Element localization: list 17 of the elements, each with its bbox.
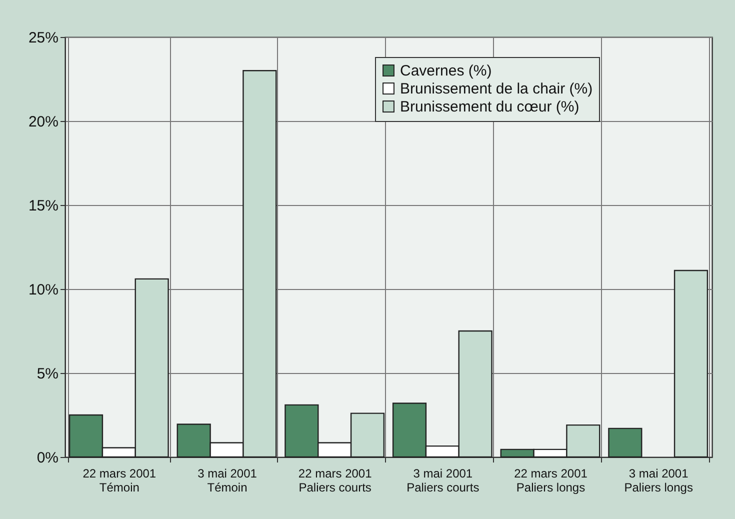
x-tick-label: 22 mars 2001 Témoin bbox=[82, 466, 156, 494]
x-tick-label: 22 mars 2001 Paliers courts bbox=[298, 466, 372, 494]
legend-label: Brunissement du cœur (%) bbox=[400, 98, 580, 116]
y-tick-label: 25% bbox=[28, 30, 58, 46]
bar bbox=[674, 270, 708, 458]
y-tick-label: 20% bbox=[28, 114, 58, 130]
y-tick-label: 10% bbox=[28, 282, 58, 298]
x-tick-label: 3 mai 2001 Témoin bbox=[198, 466, 258, 494]
y-tick-label: 0% bbox=[36, 450, 58, 466]
x-tick-label: 3 mai 2001 Paliers longs bbox=[624, 466, 693, 494]
x-tick-label: 22 mars 2001 Paliers longs bbox=[514, 466, 588, 494]
legend-label: Cavernes (%) bbox=[400, 62, 492, 80]
x-tick-label: 3 mai 2001 Paliers courts bbox=[406, 466, 480, 494]
y-tick-label: 15% bbox=[28, 198, 58, 214]
legend-label: Brunissement de la chair (%) bbox=[400, 80, 593, 98]
y-tick-label: 5% bbox=[36, 366, 58, 382]
bar bbox=[608, 428, 642, 458]
